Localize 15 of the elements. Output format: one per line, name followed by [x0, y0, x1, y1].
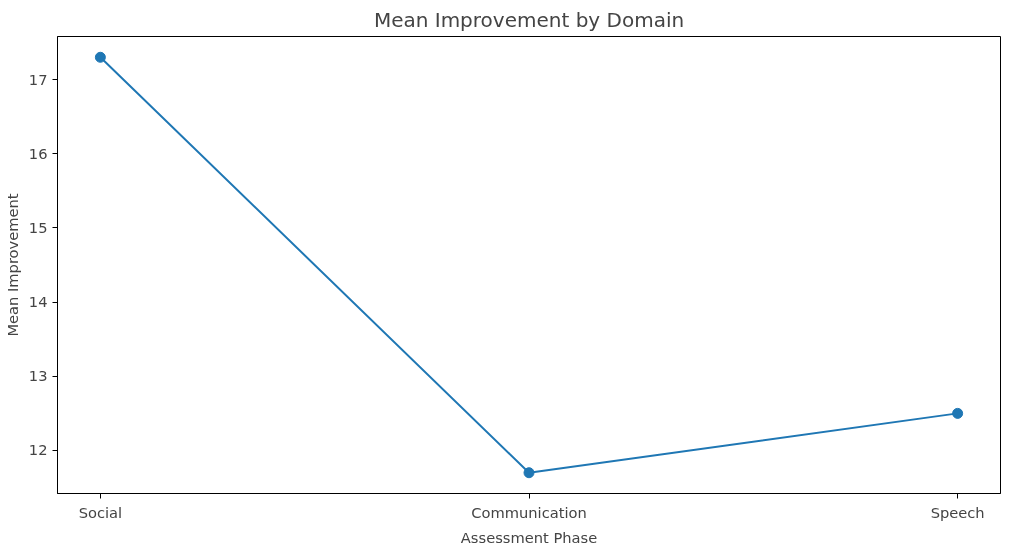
chart-title: Mean Improvement by Domain [373, 7, 685, 32]
y-tick-label: 15 [28, 218, 48, 236]
x-axis-title: Assessment Phase [460, 528, 598, 546]
x-tick-label: Speech [930, 503, 985, 521]
point [952, 407, 964, 419]
y-tick-label: 13 [28, 367, 48, 385]
y-axis-title: Mean Improvement [3, 193, 21, 337]
y-tick-label: 14 [28, 293, 48, 311]
x-tick-label: Social [78, 503, 123, 521]
y-tick-label: 12 [28, 441, 48, 459]
y-tick-label: 16 [28, 144, 48, 162]
point [94, 51, 106, 63]
y-tick-label: 17 [28, 70, 48, 88]
point [523, 467, 535, 479]
x-tick-label: Communication [471, 503, 587, 521]
